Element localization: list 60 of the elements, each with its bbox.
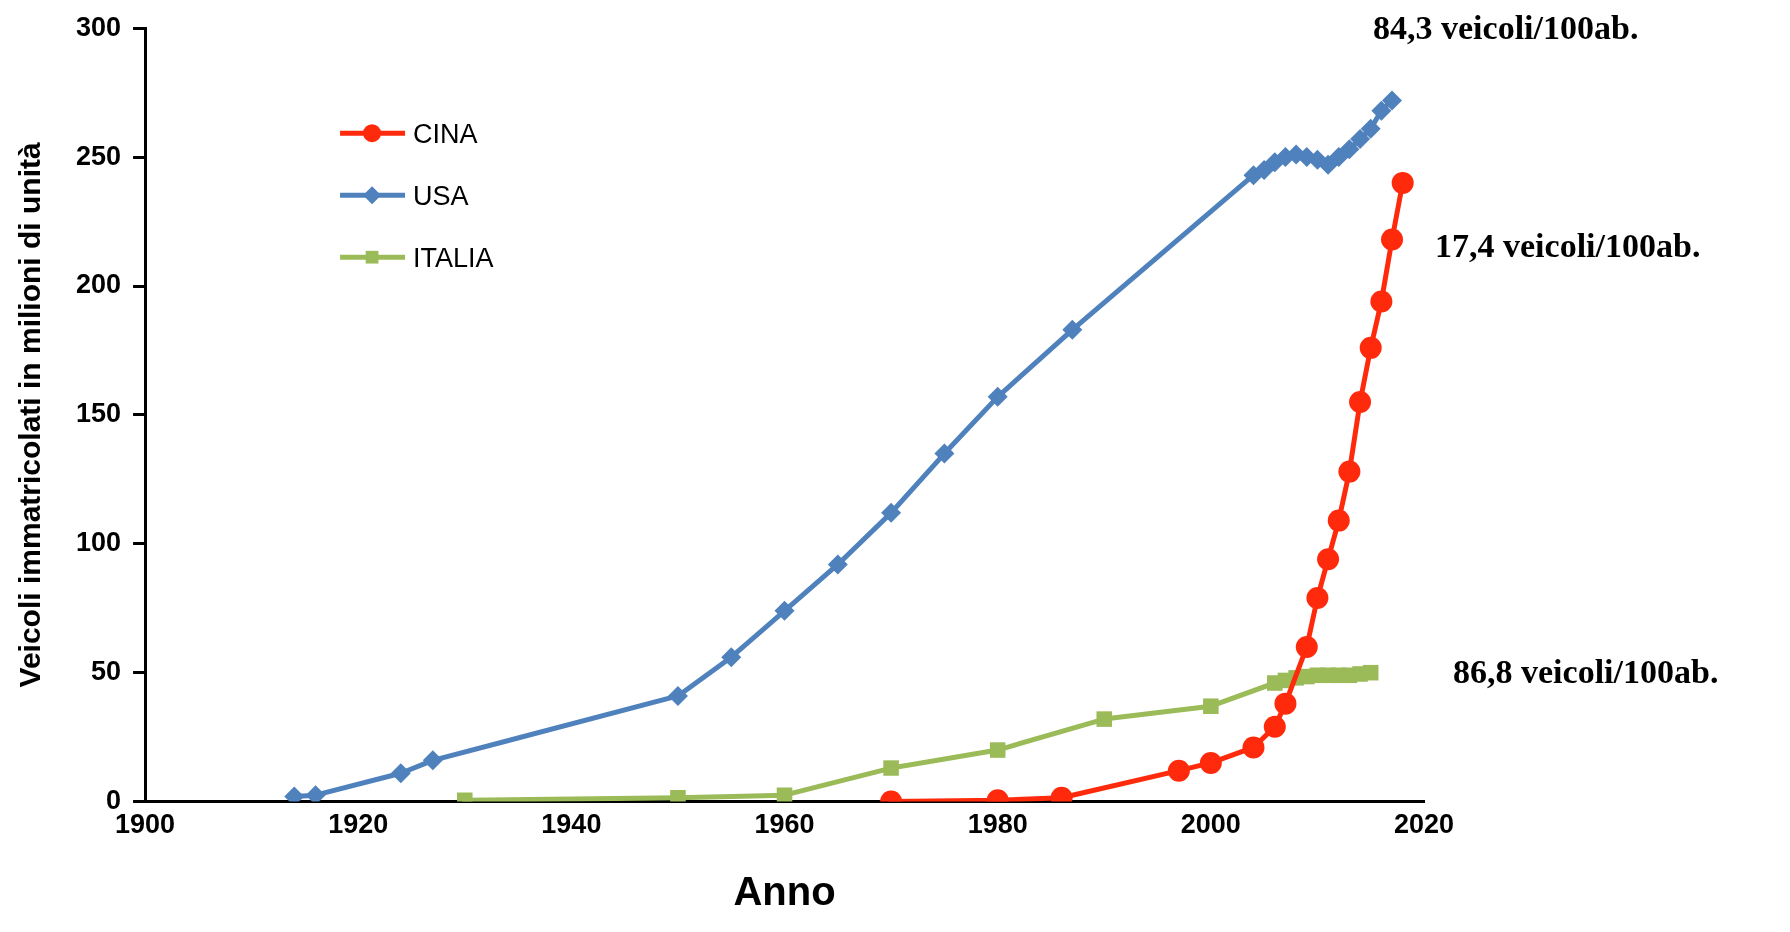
point: [827, 554, 848, 575]
text: 17,4 veicoli/100ab.: [1435, 226, 1701, 264]
point: [1362, 664, 1379, 681]
point: [1350, 129, 1371, 150]
point: [1306, 586, 1329, 609]
x-tick-label: 1900: [115, 809, 176, 840]
y-tick-label: 100: [75, 527, 122, 558]
x-tick-label: 1960: [754, 809, 815, 840]
point: [1203, 698, 1219, 714]
y-tick-label: 50: [91, 656, 122, 687]
point: [776, 787, 793, 802]
point: [1317, 548, 1340, 571]
y-tick-label: 300: [75, 11, 122, 42]
legend-label: ITALIA: [413, 242, 494, 273]
point: [774, 600, 795, 621]
point: [1339, 139, 1360, 160]
x-tick-label: 1980: [967, 809, 1028, 840]
point: [721, 647, 742, 668]
text: 86,8 veicoli/100ab.: [1453, 652, 1719, 690]
point: [1254, 159, 1275, 180]
point: [1263, 715, 1286, 738]
point: [1318, 154, 1339, 175]
point: [1096, 711, 1113, 727]
point: [1199, 751, 1222, 774]
point: [1167, 759, 1190, 782]
point: [1242, 736, 1265, 759]
point: [422, 750, 443, 771]
point: [1274, 692, 1297, 715]
y-axis-title: Veicoli immatricolati in milioni di unità: [13, 142, 47, 688]
point: [1371, 100, 1392, 121]
point: [1328, 147, 1349, 168]
annotation: 84,3 veicoli/100ab.: [1373, 8, 1639, 46]
point: [1349, 391, 1372, 414]
y-tick-label: 250: [75, 140, 122, 171]
point: [1382, 90, 1403, 111]
point: [1381, 228, 1404, 251]
point: [1370, 290, 1393, 313]
point: [987, 386, 1008, 407]
point: [934, 443, 955, 464]
point: [390, 763, 411, 784]
point: [1295, 635, 1318, 658]
x-tick-label: 2020: [1393, 809, 1455, 840]
point: [1360, 118, 1381, 139]
y-tick-label: 150: [75, 398, 122, 429]
x-tick-label: 1940: [541, 809, 602, 840]
x-tick-label: 1920: [328, 809, 389, 840]
point: [667, 685, 688, 706]
point: [989, 742, 1006, 758]
point: [1062, 319, 1083, 340]
point: [1327, 509, 1350, 532]
point: [1338, 460, 1361, 483]
point: [881, 502, 902, 523]
legend-label: CINA: [413, 118, 478, 149]
x-axis-title: Anno: [733, 869, 836, 914]
point: [1391, 171, 1414, 194]
x-tick-label: 2000: [1180, 809, 1241, 840]
point: [883, 760, 899, 776]
y-tick-label: 200: [75, 269, 122, 300]
legend-label: USA: [413, 180, 469, 211]
point: [1359, 336, 1382, 359]
